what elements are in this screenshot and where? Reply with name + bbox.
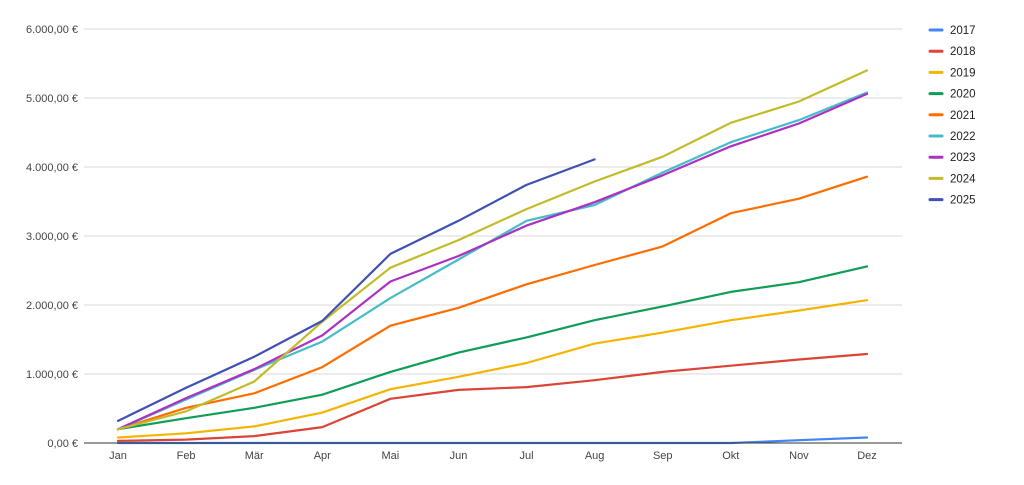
x-tick-label: Jul [520,450,534,462]
y-axis-tick-labels: 0,00 € 1.000,00 € 2.000,00 € 3.000,00 € 4.00… [26,24,78,450]
series-line-2019 [116,299,869,439]
y-tick-label: 1.000,00 € [26,369,78,381]
y-tick-label: 4.000,00 € [26,162,78,174]
legend-item-2018: 2018 [928,46,976,58]
legend-label: 2018 [950,46,976,58]
y-tick-label: 6.000,00 € [26,24,78,36]
series-line-2024 [116,69,869,431]
legend-label: 2017 [950,25,976,37]
legend-item-2020: 2020 [928,89,976,101]
y-tick-label: 0,00 € [47,438,78,450]
legend-label: 2020 [950,89,976,101]
x-tick-label: Dez [857,450,877,462]
legend-item-2017: 2017 [928,25,976,37]
legend: 2017 2018 2019 2020 2021 2022 2023 2024 2025 [928,25,976,207]
legend-label: 2024 [950,173,976,185]
x-tick-label: Mär [245,450,264,462]
series-line-2021 [116,175,869,431]
legend-item-2023: 2023 [928,152,976,164]
x-tick-label: Apr [314,450,331,462]
x-tick-label: Nov [789,450,809,462]
y-tick-label: 2.000,00 € [26,300,78,312]
x-tick-label: Aug [585,450,605,462]
series-lines [116,69,869,445]
legend-label: 2022 [950,131,976,143]
x-tick-label: Jan [109,450,127,462]
legend-item-2025: 2025 [928,195,976,207]
legend-label: 2019 [950,67,976,79]
x-tick-label: Feb [177,450,196,462]
x-tick-label: Mai [381,450,399,462]
legend-item-2021: 2021 [928,110,976,122]
legend-item-2019: 2019 [928,67,976,79]
x-tick-label: Okt [722,450,739,462]
y-tick-label: 3.000,00 € [26,231,78,243]
x-tick-label: Jun [450,450,468,462]
legend-item-2024: 2024 [928,173,976,185]
series-line-2025 [116,158,596,422]
x-axis-tick-labels: Jan Feb Mär Apr Mai Jun Jul Aug Sep Okt Nov Dez [109,450,877,462]
gridlines [84,28,902,375]
legend-label: 2025 [950,195,976,207]
series-line-2020 [116,265,869,431]
legend-item-2022: 2022 [928,131,976,143]
series-line-2023 [116,92,869,431]
y-tick-label: 5.000,00 € [26,93,78,105]
series-line-2018 [116,352,869,442]
legend-label: 2021 [950,110,976,122]
legend-label: 2023 [950,152,976,164]
x-tick-label: Sep [653,450,673,462]
